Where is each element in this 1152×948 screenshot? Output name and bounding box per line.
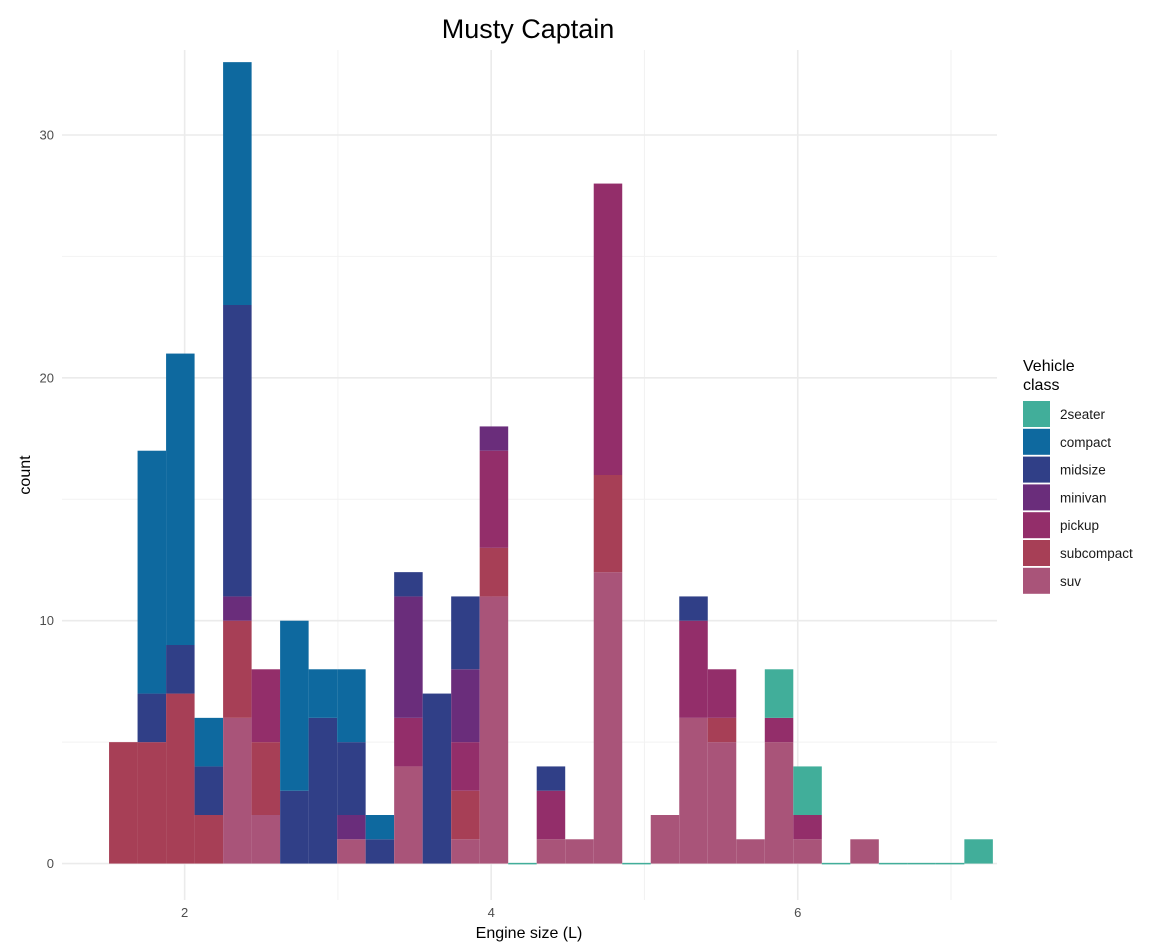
bar-segment-suv — [394, 766, 423, 864]
bar-segment-2seater — [793, 766, 822, 815]
bar-segment-minivan — [451, 669, 480, 743]
bar-segment-suv — [707, 742, 737, 864]
bar-segment-pickup — [451, 742, 480, 791]
bar-segment-compact — [308, 669, 338, 718]
bar-segment-midsize — [451, 596, 480, 670]
x-tick-label: 2 — [181, 905, 188, 920]
bar-segment-midsize — [166, 645, 195, 694]
bar-segment-suv — [736, 839, 765, 864]
bar-segment-midsize — [137, 693, 167, 743]
bar-segment-suv — [679, 717, 708, 864]
bar-segment-subcompact — [451, 790, 480, 840]
bar-segment-pickup — [764, 717, 794, 743]
bars — [109, 62, 993, 865]
y-tick-label: 20 — [40, 370, 54, 385]
bar-segment-suv — [565, 839, 594, 864]
legend-title: Vehicle — [1023, 358, 1075, 375]
bar-segment-minivan — [479, 426, 509, 451]
bar-segment-pickup — [394, 717, 423, 767]
bar-segment-midsize — [679, 596, 708, 621]
bar-segment-compact — [194, 717, 224, 767]
bar-segment-subcompact — [166, 693, 195, 864]
bar-segment-2seater — [764, 669, 794, 718]
axes: Musty Captain Engine size (L) count 0 10 2… — [17, 14, 801, 942]
legend-swatch-minivan — [1023, 484, 1050, 511]
bar-segment-suv — [223, 717, 252, 864]
chart-title: Musty Captain — [442, 14, 615, 44]
bar-segment-midsize — [280, 790, 309, 864]
bar-segment-suv — [793, 839, 822, 864]
bar-segment-suv — [451, 839, 480, 864]
legend-swatch-midsize — [1023, 456, 1050, 483]
y-tick-label: 30 — [40, 128, 54, 143]
bar-segment-pickup — [793, 815, 822, 840]
legend-swatch-compact — [1023, 428, 1050, 455]
legend-swatch-subcompact — [1023, 540, 1050, 566]
bar-segment-compact — [337, 669, 366, 743]
bar-segment-midsize — [422, 693, 452, 864]
bar-segment-compact — [166, 353, 195, 645]
bar-segment-2seater — [964, 839, 993, 864]
legend-label-pickup: pickup — [1060, 518, 1099, 533]
bar-segment-midsize — [308, 717, 338, 864]
legend-title: class — [1023, 377, 1059, 394]
bar-segment-suv — [593, 572, 623, 864]
bar-segment-pickup — [479, 450, 509, 548]
y-axis-title: count — [17, 455, 34, 495]
y-tick-label: 10 — [40, 613, 54, 628]
bar-segment-compact — [280, 620, 309, 791]
bar-segment-suv — [536, 839, 566, 864]
legend-swatch-2seater — [1023, 401, 1050, 427]
bar-segment-midsize — [194, 766, 224, 815]
bar-segment-compact — [365, 815, 395, 840]
bar-segment-suv — [850, 839, 879, 864]
bar-segment-pickup — [679, 620, 708, 718]
legend-label-midsize: midsize — [1060, 463, 1106, 478]
bar-segment-subcompact — [251, 742, 281, 815]
bar-segment-minivan — [337, 815, 366, 840]
x-axis-title: Engine size (L) — [476, 925, 583, 942]
bar-segment-subcompact — [109, 742, 138, 864]
bar-segment-suv — [764, 742, 794, 864]
legend-label-suv: suv — [1060, 574, 1081, 589]
legend-label-minivan: minivan — [1060, 490, 1107, 505]
x-tick-label: 4 — [488, 905, 495, 920]
bar-segment-pickup — [536, 790, 566, 840]
bar-segment-minivan — [223, 596, 252, 621]
bar-segment-subcompact — [479, 547, 509, 597]
y-tick-label: 0 — [47, 856, 54, 871]
legend-label-2seater: 2seater — [1060, 407, 1106, 422]
bar-segment-compact — [223, 62, 252, 306]
bar-segment-midsize — [365, 839, 395, 864]
legend-swatch-suv — [1023, 567, 1050, 594]
bar-segment-midsize — [394, 572, 423, 597]
bar-segment-suv — [479, 596, 509, 864]
bar-segment-midsize — [223, 305, 252, 597]
bar-segment-subcompact — [593, 475, 623, 573]
bar-segment-minivan — [394, 596, 423, 718]
gridlines — [62, 50, 997, 900]
legend-label-compact: compact — [1060, 435, 1111, 450]
bar-segment-pickup — [593, 183, 623, 476]
bar-segment-midsize — [337, 742, 366, 815]
x-tick-label: 6 — [794, 905, 801, 920]
bar-segment-subcompact — [194, 815, 224, 864]
bar-segment-subcompact — [137, 742, 167, 864]
bar-segment-midsize — [536, 766, 566, 791]
bar-segment-pickup — [251, 669, 281, 743]
legend-label-subcompact: subcompact — [1060, 546, 1133, 561]
bar-segment-suv — [251, 815, 281, 864]
bar-segment-compact — [137, 450, 167, 694]
bar-segment-subcompact — [707, 717, 737, 743]
bar-segment-subcompact — [223, 620, 252, 718]
legend-swatch-pickup — [1023, 512, 1050, 539]
bar-segment-pickup — [707, 669, 737, 718]
bar-segment-suv — [650, 815, 680, 864]
bar-segment-suv — [337, 839, 366, 864]
